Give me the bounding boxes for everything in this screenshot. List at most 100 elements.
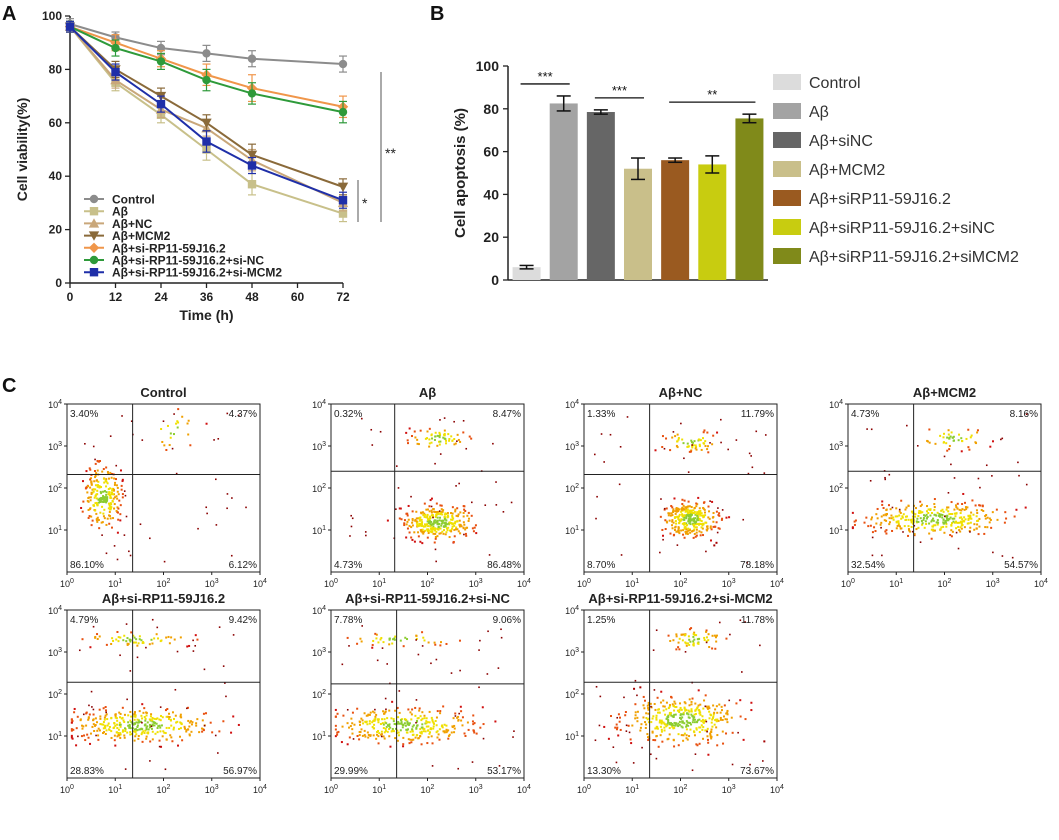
facs-dot — [933, 529, 936, 532]
facs-dot — [350, 514, 352, 517]
facs-dot — [673, 529, 676, 532]
facs-dot — [671, 725, 674, 728]
facs-dot — [712, 715, 715, 718]
facs-dot — [142, 711, 145, 714]
facs-dot — [721, 509, 724, 511]
facs-dot — [416, 438, 419, 441]
facs-dot — [671, 519, 674, 522]
facs-dot — [144, 719, 147, 722]
legend-swatch — [773, 248, 801, 264]
facs-dot — [102, 495, 105, 498]
facs-dot — [618, 716, 621, 719]
facs-dot — [711, 634, 714, 637]
facs-dot — [681, 522, 684, 525]
facs-dot — [109, 508, 112, 511]
facs-dot — [664, 519, 667, 522]
facs-dot — [90, 477, 93, 480]
facs-dot — [100, 496, 103, 499]
facs-dot — [690, 627, 693, 630]
facs-dot — [86, 733, 89, 736]
facs-dot — [421, 521, 424, 524]
quadrant-upper-left: 1.25% — [587, 615, 615, 626]
facs-dot — [887, 504, 890, 507]
facs-dot — [430, 434, 433, 437]
facs-dot — [172, 433, 175, 436]
facs-dot — [346, 708, 349, 711]
facs-dot — [132, 634, 135, 637]
facs-dot — [691, 446, 694, 449]
facs-dot — [692, 640, 695, 643]
facs-dot — [171, 740, 174, 743]
data-point — [247, 180, 257, 189]
facs-dot — [399, 639, 402, 642]
facs-dot — [926, 505, 929, 508]
facs-dot — [927, 508, 930, 511]
facs-dot — [397, 716, 400, 719]
facs-dot — [989, 518, 992, 521]
facs-dot — [165, 636, 168, 639]
facs-dot — [96, 633, 99, 636]
facs-dot — [618, 483, 621, 486]
facs-dot — [434, 521, 437, 524]
facs-dot — [427, 736, 430, 739]
facs-frame — [583, 403, 778, 573]
facs-dot — [458, 639, 461, 642]
facs-dot — [100, 723, 103, 726]
facs-dot — [996, 518, 999, 521]
facs-dot — [986, 516, 989, 519]
quadrant-lower-right: 53.17% — [487, 766, 521, 777]
quadrant-upper-left: 7.78% — [334, 615, 362, 626]
facs-dot — [919, 541, 922, 543]
facs-dot — [411, 517, 414, 520]
facs-dot — [428, 710, 431, 713]
facs-dot — [392, 638, 395, 641]
facs-dot — [426, 528, 429, 531]
facs-dot — [421, 717, 424, 720]
facs-dot — [891, 506, 894, 509]
facs-dot — [430, 497, 433, 500]
facs-dot — [172, 726, 175, 729]
facs-dot — [712, 525, 715, 528]
facs-dot — [384, 727, 387, 730]
facs-dot — [502, 511, 505, 513]
facs-dot — [687, 500, 690, 503]
facs-dot — [421, 723, 424, 726]
facs-dot — [82, 725, 85, 728]
facs-dot — [708, 710, 711, 713]
facs-dot — [683, 701, 686, 704]
facs-dot — [99, 717, 102, 720]
facs-dot — [405, 728, 408, 731]
facs-dot — [691, 512, 694, 515]
facs-dot — [78, 649, 81, 652]
facs-dot — [750, 701, 753, 704]
facs-dot — [931, 519, 934, 522]
facs-dot — [708, 510, 711, 513]
facs-dot — [114, 744, 117, 747]
facs-dot — [397, 720, 400, 723]
facs-dot — [949, 534, 952, 537]
facs-dot — [680, 717, 683, 720]
facs-dot — [937, 521, 940, 524]
facs-dot — [945, 519, 948, 522]
facs-dot — [141, 703, 144, 706]
facs-dot — [687, 527, 690, 530]
facs-dot — [976, 523, 979, 526]
facs-dot — [910, 525, 913, 528]
facs-dot — [709, 732, 712, 735]
facs-dot — [676, 709, 679, 712]
facs-dot — [942, 522, 945, 525]
facs-dot — [410, 495, 412, 498]
legend-swatch — [773, 74, 801, 90]
facs-dot — [929, 514, 932, 517]
facs-dot — [439, 419, 441, 421]
facs-dot — [744, 621, 746, 623]
facs-dot — [673, 497, 676, 500]
facs-dot — [512, 736, 514, 738]
facs-dot — [399, 507, 402, 510]
facs-dot — [230, 554, 233, 557]
facs-x-tick-label: 101 — [625, 578, 639, 589]
facs-dot — [427, 525, 430, 528]
facs-dot — [897, 524, 900, 527]
facs-dot — [450, 672, 453, 674]
